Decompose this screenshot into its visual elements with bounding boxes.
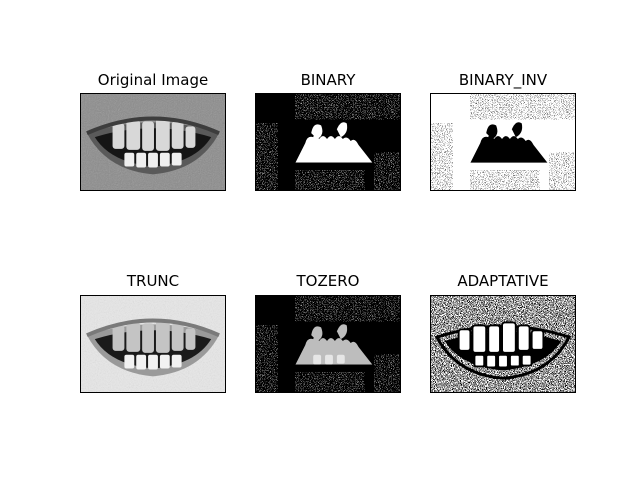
panel-title-adaptive: ADAPTATIVE xyxy=(457,272,549,290)
panel-image-trunc xyxy=(80,295,226,393)
panel-title-binary: BINARY xyxy=(300,71,356,89)
panel-title-original: Original Image xyxy=(97,71,209,89)
panel-image-tozero xyxy=(255,295,401,393)
panel-image-binary-inv xyxy=(430,93,576,191)
panel-title-binary-inv: BINARY_INV xyxy=(458,71,548,89)
panel-title-trunc: TRUNC xyxy=(126,272,180,290)
panel-image-adaptive xyxy=(430,295,576,393)
panel-image-original xyxy=(80,93,226,191)
panel-image-binary xyxy=(255,93,401,191)
panel-title-tozero: TOZERO xyxy=(296,272,360,290)
